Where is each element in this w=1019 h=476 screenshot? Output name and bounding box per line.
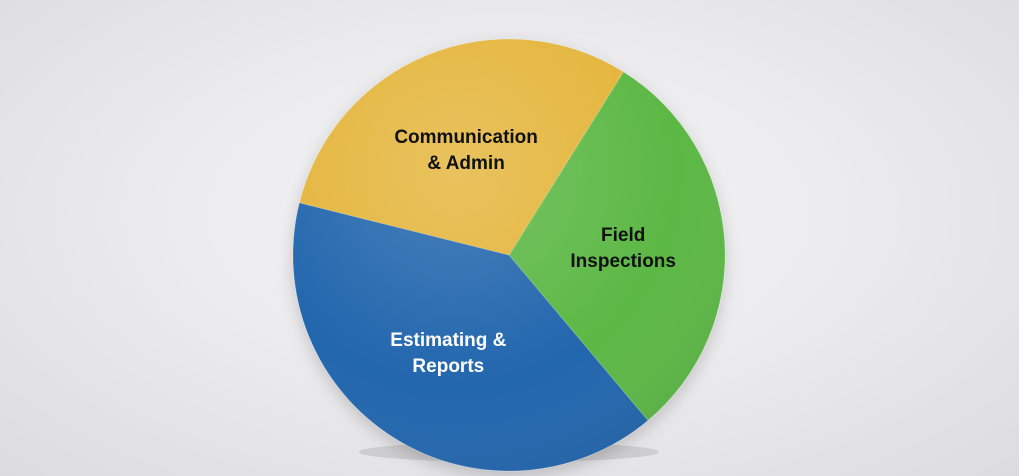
slice-label-line: Communication <box>394 127 538 148</box>
slice-label-0: Field Inspections <box>570 225 676 272</box>
slice-label-line: Inspections <box>570 251 676 272</box>
slice-label-line: Estimating & <box>390 330 506 351</box>
slice-label-line: Field <box>601 225 645 246</box>
slice-label-1: Estimating & Reports <box>390 330 506 377</box>
pie-labels: Field Inspections Estimating & Reports Commu… <box>390 127 676 377</box>
slice-label-2: Communication & Admin <box>394 127 538 174</box>
slice-label-line: & Admin <box>427 153 504 174</box>
slice-label-line: Reports <box>412 356 484 377</box>
